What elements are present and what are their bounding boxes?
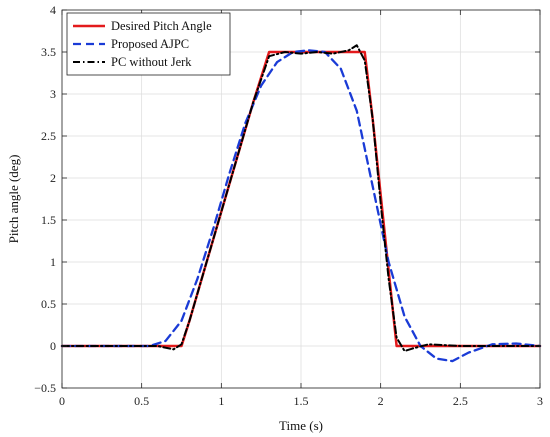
series-line-3 [61, 44, 541, 353]
y-tick-label: 0.5 [41, 297, 56, 311]
x-tick-label: 2.5 [453, 394, 468, 408]
y-tick-label: 0 [50, 339, 56, 353]
y-tick-label: 3.5 [41, 45, 56, 59]
y-axis-title: Pitch angle (deg) [6, 155, 21, 244]
y-tick-labels: −0.5 0 0.5 1 1.5 2 2.5 3 3.5 4 [34, 3, 56, 395]
y-tick-label: −0.5 [34, 381, 56, 395]
y-tick-label: 3 [50, 87, 56, 101]
x-tick-label: 0.5 [134, 394, 149, 408]
legend-label: Desired Pitch Angle [111, 19, 212, 33]
legend-label: PC without Jerk [111, 55, 192, 69]
y-tick-label: 2.5 [41, 129, 56, 143]
x-tick-label: 1.5 [294, 394, 309, 408]
x-axis-title: Time (s) [279, 418, 323, 433]
x-tick-label: 0 [59, 394, 65, 408]
tick-marks [61, 9, 541, 389]
x-tick-labels: 0 0.5 1 1.5 2 2.5 3 [59, 394, 543, 408]
y-tick-label: 1.5 [41, 213, 56, 227]
legend-label: Proposed AJPC [111, 37, 189, 51]
x-tick-label: 3 [537, 394, 543, 408]
series-layer [60, 44, 542, 363]
y-tick-label: 2 [50, 171, 56, 185]
y-tick-label: 1 [50, 255, 56, 269]
legend: Desired Pitch Angle Proposed AJPC PC witho… [66, 12, 231, 76]
y-tick-label: 4 [50, 3, 56, 17]
x-tick-label: 1 [218, 394, 224, 408]
x-tick-label: 2 [378, 394, 384, 408]
legend-box [66, 12, 231, 76]
